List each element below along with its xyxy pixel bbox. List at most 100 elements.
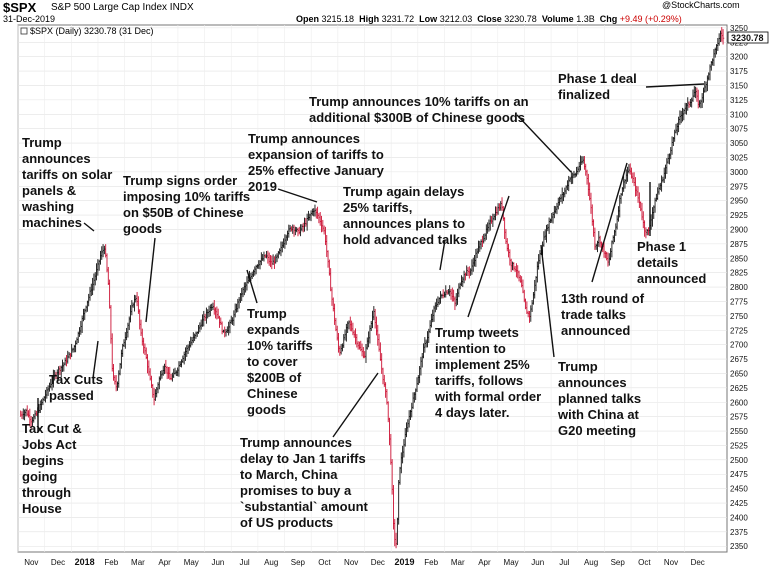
annotation-line: expands [247,322,300,337]
annotation-line: House [22,501,62,516]
x-tick-label: Dec [51,558,65,567]
open-label: Open [296,14,320,24]
annotation-line: planned talks [558,391,641,406]
x-tick-label: Oct [638,558,651,567]
y-tick-label: 2625 [730,384,748,393]
annotation-line: Phase 1 deal [558,71,637,86]
annotation-line: 4 days later. [435,405,509,420]
annotation-arrow [92,340,99,379]
annotation-arrows [37,83,705,438]
x-tick-label: Feb [104,558,118,567]
ann-phase1-finalized: Phase 1 deal finalized [558,71,637,102]
annotation-arrow [540,244,555,358]
x-tick-label: 2018 [75,557,95,567]
annotation-arrow [467,195,510,318]
y-tick-label: 3050 [730,139,748,148]
y-tick-label: 2425 [730,499,748,508]
last-value-tag: 3230.78 [727,31,769,44]
annotation-line: panels & [22,183,76,198]
ann-trump-signs-order: Trump signs order imposing 10% tariffs on … [123,173,250,236]
annotation-line: additional $300B of Chinese goods [309,110,525,125]
y-tick-label: 3250 [730,24,748,33]
annotation-arrow [332,372,379,438]
annotation-line: Trump announces [248,131,360,146]
symbol-label: $SPX [3,0,37,15]
annotation-line: intention to [435,341,506,356]
last-value-text: 3230.78 [731,33,764,43]
annotation-line: of US products [240,515,333,530]
ann-phase1-details: Phase 1 details announced [637,239,706,286]
y-tick-label: 2700 [730,341,748,350]
x-tick-label: Mar [131,558,145,567]
annotation-line: 2019 [248,179,277,194]
x-tick-label: Jul [239,558,249,567]
annotation-line: Tax Cut & [22,421,82,436]
ann-expansion-of-tariffs: Trump announces expansion of tariffs to 25… [248,131,385,194]
y-tick-label: 2675 [730,355,748,364]
annotation-line: 13th round of [561,291,645,306]
y-tick-label: 3125 [730,96,748,105]
ann-delay-to-jan-1: Trump announces delay to Jan 1 tariffs to … [240,435,369,530]
annotation-line: Trump again delays [343,184,464,199]
y-tick-label: 2900 [730,225,748,234]
annotation-line: Jobs Act [22,437,77,452]
ohlc-readout: Open 3215.18 High 3231.72 Low 3212.03 Cl… [296,14,682,24]
annotation-line: Trump announces 10% tariffs on an [309,94,529,109]
annotation-line: Trump signs order [123,173,237,188]
annotation-line: `substantial` amount [240,499,369,514]
x-tick-label: Aug [264,558,278,567]
y-tick-label: 2550 [730,427,748,436]
high-label: High [359,14,380,24]
annotation-line: expansion of tariffs to [248,147,384,162]
annotation-arrow [516,114,572,173]
chart-date: 31-Dec-2019 [3,14,56,24]
annotation-line: announces [558,375,627,390]
high-value: 3231.72 [381,14,415,24]
x-tick-label: Nov [344,558,358,567]
annotation-line: announces plans to [343,216,465,231]
annotation-line: finalized [558,87,610,102]
annotation-line: machines [22,215,82,230]
y-tick-label: 3075 [730,125,748,134]
legend: $SPX (Daily) 3230.78 (31 Dec) [20,26,154,36]
annotation-line: through [22,485,71,500]
ann-again-delays: Trump again delays 25% tariffs, announces … [343,184,467,247]
x-tick-label: Jun [211,558,224,567]
y-tick-label: 2825 [730,269,748,278]
annotation-line: begins [22,453,64,468]
volume-label: Volume [541,14,574,24]
annotation-line: hold advanced talks [343,232,467,247]
legend-text: $SPX (Daily) 3230.78 (31 Dec) [30,26,154,36]
index-name-text: S&P 500 Large Cap Index [51,2,168,13]
y-tick-label: 2650 [730,369,748,378]
x-tick-label: Dec [691,558,705,567]
x-tick-label: May [504,558,519,567]
y-tick-label: 3175 [730,67,748,76]
annotation-arrow [591,162,628,283]
y-tick-label: 3000 [730,168,748,177]
annotations: Tax Cut & Jobs Act begins going through House… [21,71,706,530]
annotation-line: Phase 1 [637,239,686,254]
x-tick-label: Dec [371,558,385,567]
x-tick-label: Feb [424,558,438,567]
annotation-line: delay to Jan 1 tariffs [240,451,366,466]
grid-lines [17,25,727,552]
ann-tax-cuts-passed: Tax Cuts passed [49,372,103,403]
close-label: Close [477,14,502,24]
y-tick-label: 2750 [730,312,748,321]
annotation-arrow [439,239,446,271]
annotation-line: implement 25% [435,357,530,372]
x-axis: Nov Dec 2018 Feb Mar Apr May Jun Jul Aug Sep Oct Nov… [24,557,705,567]
annotation-line: Tax Cuts [49,372,103,387]
legend-swatch [20,27,28,35]
annotation-line: to March, China [240,467,338,482]
annotation-arrow [645,83,705,88]
chart-header: $SPX S&P 500 Large Cap Index INDX 31-Dec… [0,0,774,24]
annotation-line: going [22,469,57,484]
open-value: 3215.18 [321,14,355,24]
annotation-line: announces [22,151,91,166]
y-tick-label: 2725 [730,326,748,335]
x-tick-label: Nov [664,558,678,567]
x-tick-label: May [184,558,199,567]
chg-value: +9.49 (+0.29%) [619,14,682,24]
